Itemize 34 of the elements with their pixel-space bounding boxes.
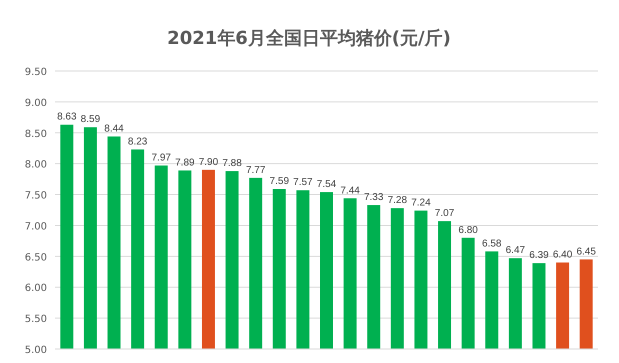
data-label: 7.54 — [316, 179, 337, 190]
data-label: 6.80 — [458, 224, 478, 236]
y-tick-label: 9.00 — [24, 98, 47, 109]
y-tick-label: 5.50 — [24, 314, 47, 326]
data-label: 7.07 — [434, 208, 455, 220]
y-tick-label: 8.50 — [24, 128, 47, 140]
y-tick-label: 7.50 — [24, 190, 47, 202]
y-tick-label: 6.50 — [24, 252, 47, 264]
data-label: 7.88 — [222, 158, 242, 170]
data-label: 8.59 — [80, 114, 101, 126]
data-label: 6.47 — [506, 245, 526, 256]
data-label: 7.28 — [388, 195, 408, 206]
data-label: 7.33 — [364, 192, 384, 204]
data-label: 8.63 — [57, 112, 77, 123]
data-label: 7.59 — [270, 176, 290, 187]
data-label: 6.45 — [576, 246, 596, 258]
data-label: 7.89 — [175, 157, 196, 168]
data-label: 6.39 — [529, 250, 550, 262]
y-tick-label: 6.00 — [24, 283, 47, 294]
data-label: 8.23 — [128, 136, 148, 148]
data-label: 6.58 — [482, 238, 502, 250]
chart-title: 2021年6月全国日平均猪价(元/斤) — [167, 28, 451, 49]
y-tick-label: 5.00 — [24, 345, 47, 356]
data-label: 8.44 — [104, 123, 124, 134]
y-tick-label: 8.00 — [24, 160, 47, 171]
data-label: 7.97 — [152, 152, 172, 164]
data-label: 7.24 — [411, 198, 432, 209]
y-tick-label: 7.00 — [24, 221, 47, 232]
data-label: 7.77 — [246, 164, 266, 176]
data-label: 6.40 — [552, 250, 573, 261]
data-label: 7.57 — [293, 177, 314, 188]
data-label: 7.44 — [340, 185, 360, 196]
y-tick-label: 9.50 — [24, 67, 47, 78]
data-label: 7.90 — [198, 156, 219, 168]
